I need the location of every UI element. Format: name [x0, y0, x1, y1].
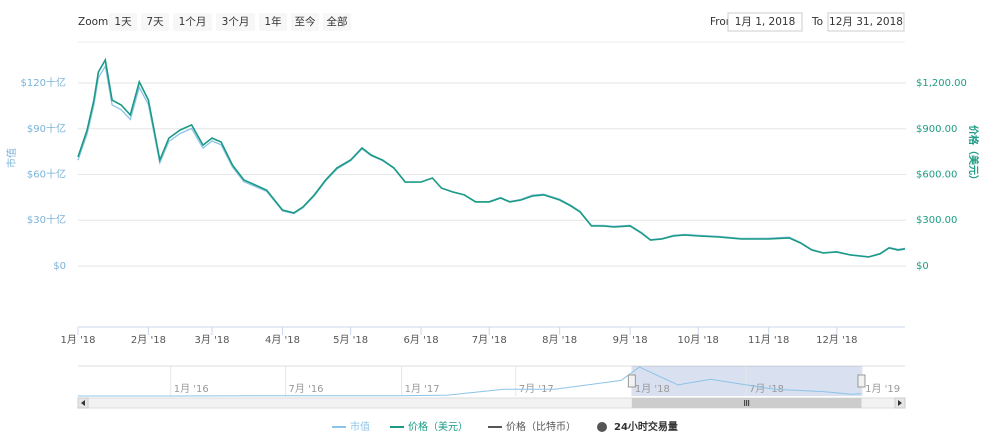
series-line	[77, 64, 906, 258]
scroll-left-arrow	[81, 400, 85, 406]
y2-tick-label: $1,200.00	[916, 78, 967, 89]
scroll-right-arrow	[898, 400, 902, 406]
zoom-button[interactable]	[173, 13, 212, 31]
to-input[interactable]	[827, 12, 905, 32]
navigator-handle[interactable]	[857, 374, 866, 388]
zoom-button[interactable]	[141, 13, 169, 31]
navigator-tick-label: 1月 '19	[865, 383, 900, 395]
navigator-tick-label: 1月 '18	[635, 383, 670, 395]
zoom-button-label[interactable]: 1年	[264, 15, 281, 28]
zoom-button[interactable]	[259, 13, 287, 31]
from-value[interactable]: 1月 1, 2018	[735, 16, 796, 28]
zoom-button-label[interactable]: 7天	[146, 16, 164, 28]
x-tick-label: 5月 '18	[333, 334, 368, 346]
y-tick-label: $90十亿	[27, 122, 66, 135]
y2-tick-label: $300.00	[916, 215, 957, 226]
zoom-button-label[interactable]: 至今	[295, 15, 316, 28]
zoom-button-label[interactable]: 3个月	[222, 16, 250, 28]
legend-label[interactable]: 价格（比特币）	[506, 420, 576, 433]
x-tick-label: 6月 '18	[404, 334, 439, 346]
zoom-button[interactable]	[291, 13, 319, 31]
x-tick-label: 9月 '18	[613, 334, 648, 346]
x-tick-label: 1月 '18	[60, 334, 95, 346]
legend-label[interactable]: 24小时交易量	[614, 420, 678, 433]
zoom-button-label[interactable]: 全部	[327, 15, 348, 28]
navigator-tick-label: 1月 '17	[405, 383, 440, 395]
legend-symbol[interactable]	[597, 422, 607, 432]
x-tick-label: 4月 '18	[265, 334, 300, 346]
zoom-button[interactable]	[216, 13, 255, 31]
zoom-button[interactable]	[323, 13, 351, 31]
y-axis-title: 市值	[5, 148, 18, 168]
y2-tick-label: $600.00	[916, 170, 957, 181]
zoom-button-label[interactable]: 1天	[114, 16, 132, 28]
from-input[interactable]	[727, 12, 803, 32]
to-label: To	[811, 16, 823, 28]
y-tick-label: $120十亿	[21, 76, 66, 89]
x-tick-label: 12月 '18	[816, 334, 857, 346]
y2-axis-title: 价格（美元）	[967, 125, 980, 185]
x-tick-label: 8月 '18	[542, 334, 577, 346]
y2-tick-label: $900.00	[916, 124, 957, 135]
legend-label[interactable]: 市值	[350, 420, 370, 433]
legend-label[interactable]: 价格（美元）	[408, 420, 468, 433]
zoom-button[interactable]	[109, 13, 137, 31]
navigator-line	[78, 366, 862, 397]
y2-tick-label: $0	[916, 261, 929, 272]
y-tick-label: $60十亿	[27, 168, 66, 181]
navigator-tick-label: 7月 '18	[749, 383, 784, 395]
y-tick-label: $0	[53, 261, 66, 272]
series-line	[77, 57, 906, 258]
x-tick-label: 11月 '18	[748, 334, 789, 346]
navigator-tick-label: 7月 '16	[289, 383, 324, 395]
navigator-tick-label: 1月 '16	[174, 383, 209, 395]
navigator-handle[interactable]	[627, 374, 636, 388]
zoom-button-label[interactable]: 1个月	[179, 16, 207, 28]
x-tick-label: 2月 '18	[131, 334, 166, 346]
zoom-label: Zoom	[78, 16, 108, 28]
to-value[interactable]: 12月 31, 2018	[829, 16, 903, 28]
x-tick-label: 7月 '18	[472, 334, 507, 346]
x-tick-label: 3月 '18	[195, 334, 230, 346]
y-tick-label: $30十亿	[27, 213, 66, 226]
x-tick-label: 10月 '18	[678, 334, 719, 346]
